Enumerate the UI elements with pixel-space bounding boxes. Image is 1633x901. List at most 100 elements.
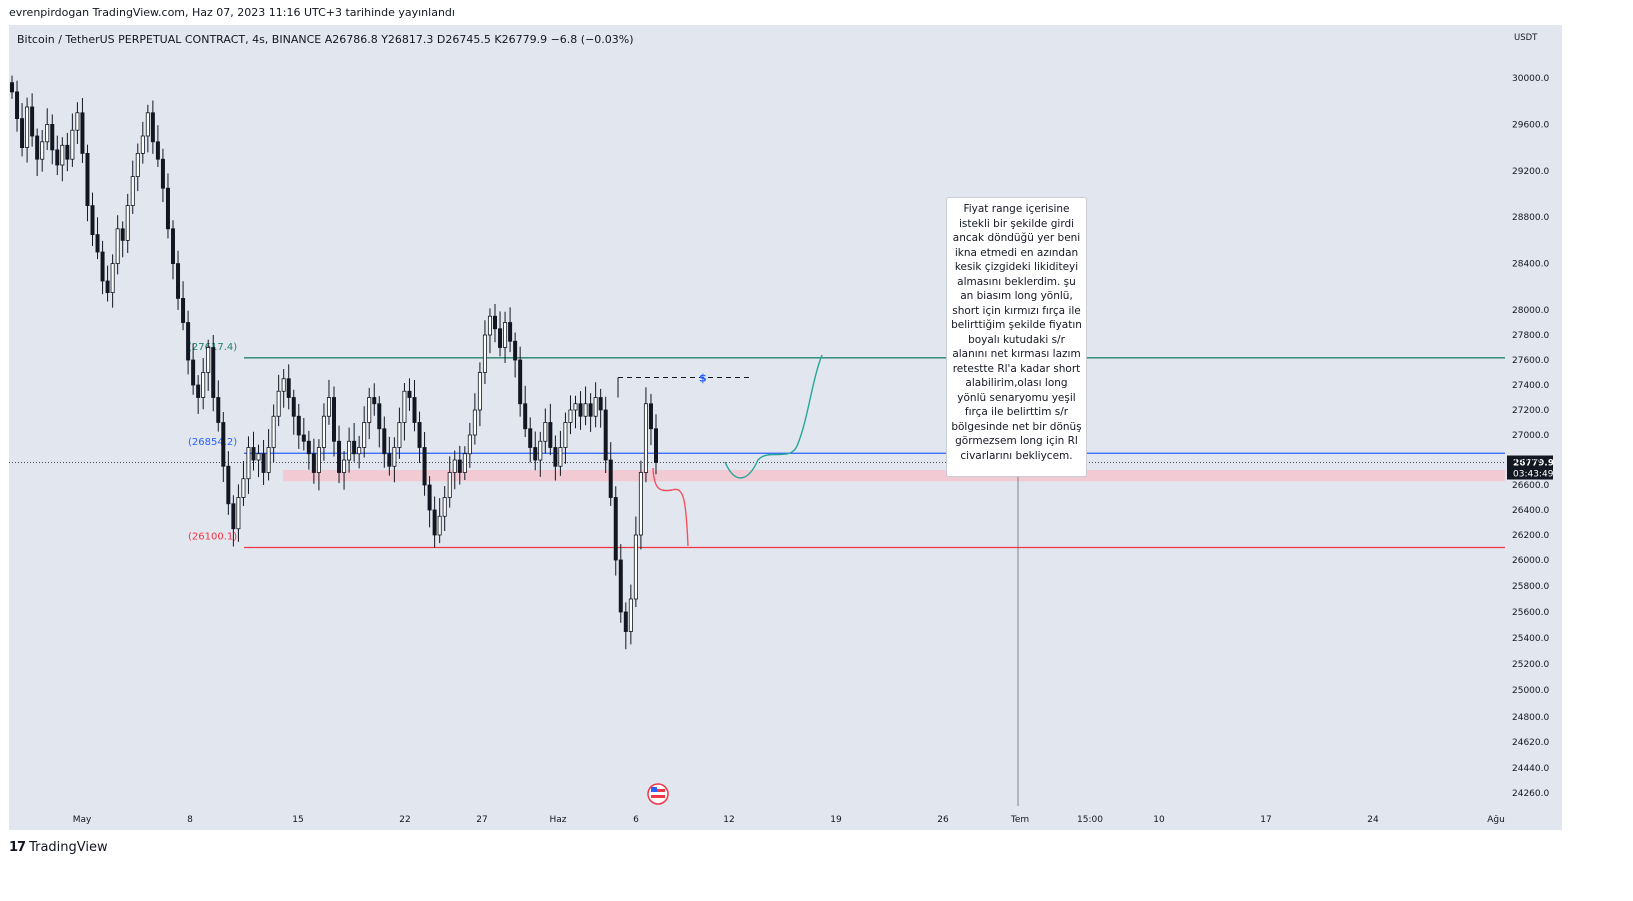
candle-body <box>241 478 246 498</box>
note-callout[interactable]: Fiyat range içerisine istekli bir şekild… <box>946 197 1087 477</box>
candle-body <box>618 559 623 613</box>
y-tick-label: 27000.0 <box>1512 431 1549 441</box>
y-tick-label: 24260.0 <box>1512 789 1549 799</box>
candle-body <box>286 378 291 398</box>
level-label: (26100.1) <box>188 531 237 542</box>
candle-body <box>382 428 387 455</box>
candle-body <box>487 315 492 336</box>
candle-body <box>135 152 140 177</box>
dollar-marker: $ <box>699 372 707 385</box>
candle-body <box>35 135 40 160</box>
x-tick-label: 6 <box>633 815 639 825</box>
y-tick-label: 26800.0 <box>1512 456 1549 466</box>
candle-body <box>457 459 462 473</box>
candle-body <box>362 422 367 448</box>
candle-body <box>583 403 588 417</box>
y-tick-label: 27200.0 <box>1512 406 1549 416</box>
x-tick-label: Ağu <box>1487 815 1505 825</box>
candle-body <box>271 415 276 448</box>
x-tick-label: 24 <box>1367 815 1379 825</box>
candle-body <box>331 397 336 442</box>
candle-body <box>452 459 457 473</box>
candle-body <box>447 472 452 498</box>
long-scenario-brush[interactable] <box>724 354 823 479</box>
candle-body <box>407 390 412 398</box>
flag-stripe <box>651 795 665 798</box>
candle-body <box>422 447 427 486</box>
candle-body <box>477 372 482 411</box>
candle-body <box>427 484 432 511</box>
candle-body <box>110 263 115 294</box>
candle-body <box>306 440 311 455</box>
candle-body <box>130 176 135 207</box>
publish-info: evrenpirdogan TradingView.com, Haz 07, 2… <box>9 6 455 19</box>
symbol-info[interactable]: Bitcoin / TetherUS PERPETUAL CONTRACT, 4… <box>17 33 634 46</box>
y-tick-label: 24440.0 <box>1512 764 1549 774</box>
drawings: $ <box>617 354 823 805</box>
candle-body <box>105 280 110 294</box>
candle-body <box>140 135 145 154</box>
tradingview-logo[interactable]: 17 TradingView <box>9 840 108 855</box>
candle-body <box>342 459 347 473</box>
chart-area[interactable] <box>9 25 1562 830</box>
candle-body <box>221 422 226 467</box>
x-tick-label: 8 <box>187 815 193 825</box>
candle-body <box>261 453 266 473</box>
x-tick-label: 27 <box>476 815 487 825</box>
candle-body <box>397 422 402 448</box>
candle-body <box>311 453 316 473</box>
x-tick-label: 19 <box>830 815 842 825</box>
current-price-label: 26779.9 <box>1513 459 1554 469</box>
candle-body <box>25 106 30 148</box>
candle-body <box>553 447 558 467</box>
countdown-label: 03:43:49 <box>1513 470 1554 480</box>
candle-body <box>9 82 14 93</box>
flag-canton <box>651 787 657 792</box>
x-tick-label: 15:00 <box>1077 815 1103 825</box>
candle-body <box>503 322 508 348</box>
sr-zone[interactable] <box>283 470 1505 482</box>
y-tick-label: 26600.0 <box>1512 481 1549 491</box>
candle-body <box>628 598 633 632</box>
currency-label: USDT <box>1514 33 1538 43</box>
candle-body <box>90 205 95 236</box>
candle-body <box>291 397 296 417</box>
candle-body <box>508 322 513 342</box>
candle-body <box>462 453 467 473</box>
candle-body <box>442 497 447 517</box>
candle-body <box>236 497 241 530</box>
candle-body <box>216 397 221 423</box>
candle-body <box>593 397 598 417</box>
candle-body <box>377 403 382 430</box>
candle-body <box>281 378 286 392</box>
x-tick-label: 10 <box>1153 815 1165 825</box>
candles <box>9 75 659 650</box>
candle-body <box>523 403 528 430</box>
tradingview-brand: TradingView <box>29 840 108 855</box>
candle-body <box>226 465 231 505</box>
candle-body <box>598 397 603 411</box>
candle-body <box>40 141 45 160</box>
short-scenario-brush[interactable] <box>652 467 689 547</box>
candle-body <box>145 112 150 137</box>
candle-body <box>201 372 206 398</box>
candle-body <box>533 447 538 461</box>
tradingview-logo-icon: 17 <box>9 840 26 855</box>
candle-body <box>80 112 85 154</box>
y-tick-label: 24620.0 <box>1512 738 1549 748</box>
candle-body <box>206 347 211 373</box>
y-tick-label: 25000.0 <box>1512 686 1549 696</box>
time-axis: May 8 15 22 27 Haz 6 12 19 26 Tem 15:00 10 17 24 Ağu <box>73 815 1505 825</box>
candle-body <box>633 534 638 600</box>
y-tick-label: 25600.0 <box>1512 608 1549 618</box>
candle-body <box>432 509 437 536</box>
candle-body <box>95 234 100 253</box>
candle-body <box>85 152 90 206</box>
current-price-badge <box>1507 455 1553 480</box>
candle-body <box>513 340 518 361</box>
candle-body <box>15 91 20 119</box>
candle-body <box>548 422 553 448</box>
candle-body <box>367 397 372 423</box>
candle-body <box>100 251 105 282</box>
